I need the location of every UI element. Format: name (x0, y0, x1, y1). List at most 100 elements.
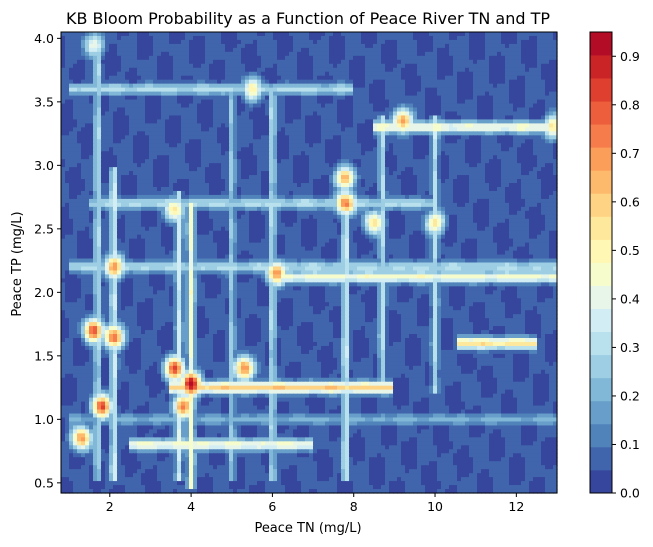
heatmap-cell (369, 163, 374, 168)
heatmap-cell (429, 99, 434, 105)
heatmap-cell (437, 171, 442, 176)
heatmap-cell (185, 47, 190, 53)
heatmap-cell (85, 55, 90, 61)
heatmap-cell (441, 115, 446, 121)
heatmap-cell (333, 167, 338, 172)
heatmap-cell (205, 83, 210, 89)
heatmap-cell (313, 186, 318, 192)
heatmap-cell (425, 43, 430, 49)
heatmap-cell (449, 83, 454, 89)
heatmap-cell (477, 115, 482, 121)
heatmap-cell (369, 71, 374, 77)
heatmap-cell (357, 183, 362, 188)
heatmap-cell (437, 139, 442, 144)
heatmap-cell (65, 111, 70, 117)
heatmap-cell (369, 59, 374, 65)
heatmap-cell (381, 163, 386, 168)
heatmap-cell (81, 91, 86, 97)
heatmap-cell (485, 179, 490, 184)
heatmap-cell (481, 119, 486, 124)
heatmap-cell (153, 75, 158, 81)
heatmap-cell (153, 83, 158, 89)
heatmap-cell (353, 159, 358, 164)
heatmap-cell (533, 51, 538, 57)
heatmap-cell (169, 143, 174, 148)
heatmap-cell (493, 171, 498, 176)
heatmap-cell (253, 175, 258, 180)
heatmap-cell (549, 75, 554, 81)
heatmap-cell (369, 35, 374, 41)
heatmap-cell (101, 171, 106, 176)
heatmap-cell (381, 147, 386, 152)
heatmap-cell (109, 107, 114, 113)
heatmap-cell (229, 63, 234, 69)
heatmap-cell (497, 47, 502, 53)
heatmap-cell (181, 159, 186, 164)
heatmap-cell (217, 32, 222, 37)
heatmap-cell (553, 123, 558, 128)
heatmap-cell (309, 71, 314, 77)
heatmap-cell (157, 119, 162, 124)
heatmap-cell (457, 143, 462, 148)
heatmap-cell (473, 32, 478, 37)
heatmap-cell (501, 111, 506, 117)
heatmap-cell (481, 171, 486, 176)
heatmap-cell (505, 43, 510, 49)
heatmap-cell (285, 183, 290, 188)
heatmap-cell (161, 75, 166, 81)
heatmap-cell (533, 75, 538, 81)
heatmap-cell (297, 35, 302, 41)
heatmap-cell (409, 43, 414, 49)
heatmap-cell (185, 143, 190, 148)
heatmap-cell (461, 91, 466, 97)
heatmap-cell (145, 75, 150, 81)
heatmap-cell (453, 143, 458, 148)
heatmap-cell (89, 103, 94, 109)
heatmap-cell (305, 43, 310, 49)
heatmap-cell (501, 63, 506, 69)
heatmap-cell (489, 71, 494, 77)
heatmap-cell (313, 51, 318, 57)
heatmap-cell (153, 55, 158, 61)
heatmap-cell (329, 119, 334, 124)
heatmap-cell (513, 127, 518, 132)
heatmap-cell (249, 155, 254, 160)
heatmap-cell (437, 63, 442, 69)
heatmap-cell (421, 171, 426, 176)
heatmap-cell (501, 91, 506, 97)
heatmap-cell (369, 87, 374, 93)
heatmap-cell (413, 167, 418, 172)
heatmap-cell (125, 71, 130, 77)
heatmap-cell (85, 123, 90, 128)
heatmap-cell (101, 175, 106, 180)
heatmap-cell (465, 99, 470, 105)
heatmap-cell (553, 179, 558, 184)
heatmap-cell (397, 127, 402, 132)
heatmap-cell (425, 51, 430, 57)
heatmap-cell (405, 123, 410, 128)
heatmap-cell (473, 183, 478, 188)
heatmap-cell (501, 123, 506, 128)
heatmap-cell (253, 186, 258, 192)
heatmap-cell (225, 99, 230, 105)
heatmap-cell (385, 39, 390, 45)
heatmap-cell (261, 155, 266, 160)
heatmap-cell (253, 63, 258, 69)
heatmap-cell (177, 75, 182, 81)
heatmap-cell (421, 47, 426, 53)
heatmap-cell (97, 135, 102, 140)
heatmap-cell (377, 135, 382, 140)
heatmap-cell (553, 186, 558, 192)
heatmap-cell (413, 107, 418, 113)
heatmap-cell (101, 71, 106, 77)
heatmap-cell (117, 143, 122, 148)
heatmap-cell (305, 35, 310, 41)
heatmap-cell (329, 51, 334, 57)
heatmap-cell (345, 167, 350, 172)
heatmap-cell (209, 167, 214, 172)
heatmap-cell (385, 67, 390, 73)
heatmap-cell (177, 163, 182, 168)
heatmap-cell (117, 83, 122, 89)
heatmap-cell (89, 79, 94, 85)
heatmap-cell (241, 79, 246, 85)
